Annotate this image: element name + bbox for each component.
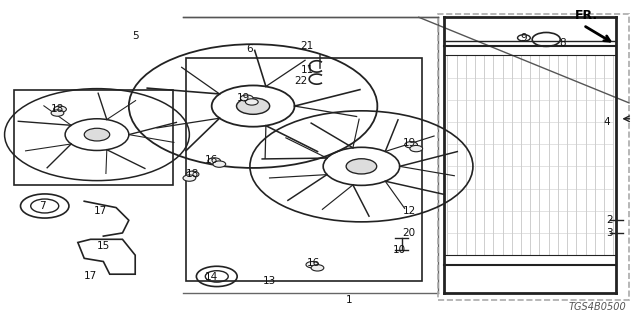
Text: 2: 2 [607,215,613,225]
Text: 22: 22 [294,76,307,86]
Circle shape [410,145,422,152]
Text: TGS4B0500: TGS4B0500 [568,302,626,312]
Text: 1: 1 [346,295,352,305]
Circle shape [54,106,67,112]
Circle shape [213,161,226,167]
Text: 5: 5 [132,31,138,41]
Text: 9: 9 [520,33,527,43]
Text: 16: 16 [307,258,320,268]
Circle shape [51,110,64,116]
Text: 6: 6 [246,44,253,54]
Text: 3: 3 [607,228,613,238]
Text: 21: 21 [301,41,314,51]
Circle shape [241,95,253,101]
Circle shape [237,98,269,114]
Text: 20: 20 [403,228,416,238]
Circle shape [404,142,417,148]
Circle shape [246,99,258,105]
Text: 15: 15 [97,241,110,251]
Text: 7: 7 [40,201,46,211]
Text: FR.: FR. [575,9,598,22]
Circle shape [346,159,377,174]
Text: 18: 18 [186,169,199,179]
Text: 13: 13 [262,276,276,285]
Text: 17: 17 [93,206,107,216]
Text: 8: 8 [559,38,566,48]
Circle shape [183,175,196,181]
Text: 19: 19 [403,138,416,148]
Text: 12: 12 [403,206,416,216]
Circle shape [84,128,109,141]
Text: 14: 14 [205,272,218,282]
Circle shape [306,261,319,268]
Text: 16: 16 [205,155,218,165]
Text: 4: 4 [604,117,610,127]
Text: 19: 19 [237,93,250,103]
Text: 17: 17 [84,271,97,281]
Circle shape [186,171,199,178]
Text: 11: 11 [301,65,314,75]
Circle shape [208,158,221,164]
Text: 10: 10 [393,245,406,255]
Text: 18: 18 [51,104,64,114]
Circle shape [311,265,324,271]
